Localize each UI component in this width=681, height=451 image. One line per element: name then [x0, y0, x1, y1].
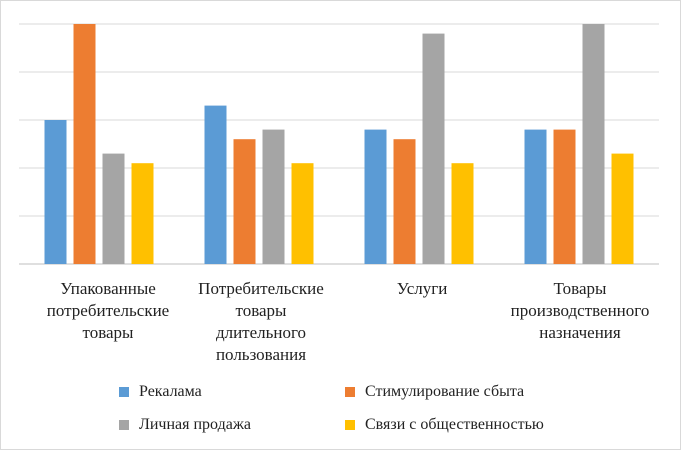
bar-personal-selling-cat3	[422, 33, 445, 264]
bar-advertising-cat3	[364, 129, 387, 264]
legend-label-personal-selling: Личная продажа	[139, 416, 251, 433]
legend-swatch-advertising	[119, 387, 129, 397]
category-label-durable-goods: Потребительские товары длительного польз…	[198, 279, 324, 364]
bar-public-relations-cat2	[291, 163, 314, 264]
legend-swatch-public-relations	[345, 420, 355, 430]
bar-sales-promotion-cat2	[233, 139, 256, 264]
bar-personal-selling-cat2	[262, 129, 285, 264]
legend-swatch-personal-selling	[119, 420, 129, 430]
bar-sales-promotion-cat1	[73, 24, 96, 264]
bar-public-relations-cat1	[131, 163, 154, 264]
legend-swatch-sales-promotion	[345, 387, 355, 397]
bar-advertising-cat2	[204, 105, 227, 264]
bar-advertising-cat1	[44, 120, 67, 264]
bar-sales-promotion-cat4	[553, 129, 576, 264]
bar-advertising-cat4	[524, 129, 547, 264]
category-label-industrial-goods: Товары производственного назначения	[510, 279, 650, 342]
legend-label-sales-promotion: Стимулирование сбыта	[365, 383, 525, 400]
bar-personal-selling-cat1	[102, 153, 125, 264]
legend-label-public-relations: Связи с общественностью	[365, 416, 544, 433]
bar-public-relations-cat3	[451, 163, 474, 264]
bar-sales-promotion-cat3	[393, 139, 416, 264]
category-label-services: Услуги	[396, 279, 448, 298]
bar-public-relations-cat4	[611, 153, 634, 264]
category-label-packaged-goods: Упакованные потребительские товары	[46, 279, 170, 342]
legend-label-advertising: Рекалама	[139, 383, 202, 400]
bar-personal-selling-cat4	[582, 24, 605, 264]
